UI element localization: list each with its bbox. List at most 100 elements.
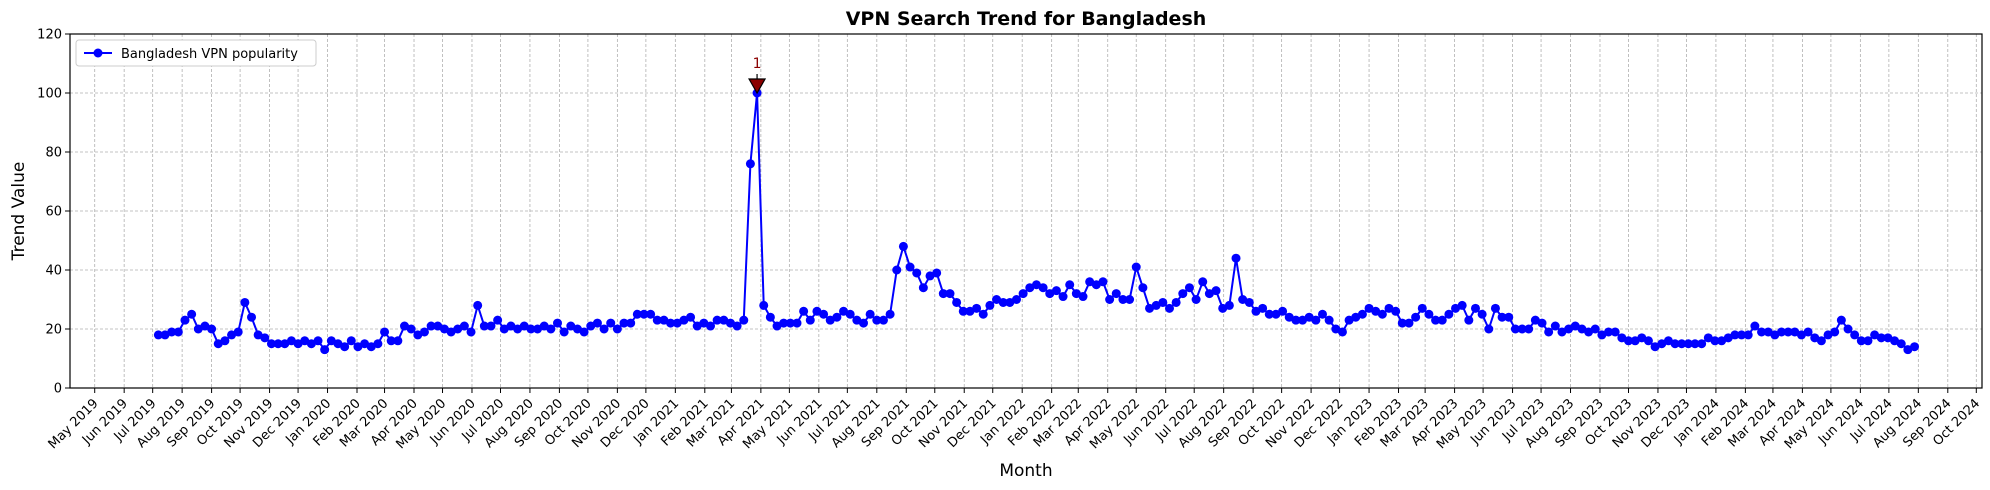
data-point [406,324,416,334]
data-point [1437,315,1447,325]
data-point [1757,327,1767,337]
data-point [1011,295,1021,304]
data-point [1610,327,1620,337]
data-point [779,318,789,328]
data-point [1896,339,1906,349]
y-axis: 0 20 40 60 80 100 120 [37,28,70,397]
data-point [639,309,649,319]
data-point [526,324,536,334]
data-point [1444,309,1454,319]
data-point [273,339,283,349]
data-point [832,312,842,322]
data-point [1690,339,1700,349]
data-point [759,300,769,310]
data-point [1164,303,1174,313]
data-point [1337,327,1347,337]
data-point [646,309,656,319]
data-point [1058,292,1068,302]
data-point [872,315,882,325]
data-point [1431,315,1441,325]
data-point [1417,303,1427,313]
data-point [1537,318,1547,328]
data-point [559,327,569,337]
data-point [187,309,197,319]
data-point [1544,327,1554,337]
data-point [1118,295,1128,304]
data-point [1843,324,1853,334]
data-point [885,309,895,319]
data-point [892,265,902,275]
data-point [1477,309,1487,319]
data-point [1497,312,1507,322]
y-tick-label: 60 [45,205,62,220]
annotations: 1 [748,56,767,95]
data-point [380,327,390,337]
annotation-triangle-down-marker [748,78,767,95]
y-tick-label: 80 [45,146,62,161]
data-point [865,309,875,319]
data-point [173,327,183,337]
data-point [260,333,270,343]
data-point [1404,318,1414,328]
data-point [1171,297,1181,307]
data-point [932,268,942,278]
data-point [1231,253,1241,263]
data-point [1517,324,1527,334]
data-point [785,318,795,328]
data-point [1457,300,1467,310]
data-point [473,300,483,310]
data-point [1264,309,1274,319]
data-point [167,327,177,337]
data-point [819,309,829,319]
data-point [220,336,230,346]
data-point [320,345,330,355]
data-point [1856,336,1866,346]
data-point [1830,327,1840,337]
data-point [1604,327,1614,337]
data-point [1850,330,1860,340]
data-point [247,312,257,322]
data-point [1683,339,1693,349]
data-point [579,327,589,337]
data-point [493,315,503,325]
data-point [1504,312,1514,322]
data-point [459,321,469,331]
data-point [426,321,436,331]
data-point [918,283,928,293]
data-point [1411,312,1421,322]
y-axis-label: Trend Value [9,162,29,262]
data-point [546,324,556,334]
data-point [606,318,616,328]
data-point [1623,336,1633,346]
data-point [1677,339,1687,349]
data-point [945,289,955,299]
chart-title: VPN Search Trend for Bangladesh [846,8,1207,30]
data-point [1038,283,1048,293]
data-point [612,324,622,334]
data-point [1078,292,1088,302]
data-point [340,342,350,352]
data-point [1836,315,1846,325]
data-point [313,336,323,346]
data-point [765,312,775,322]
data-point [1377,309,1387,319]
data-point [938,289,948,299]
data-point [666,318,676,328]
data-point [1670,339,1680,349]
y-tick-label: 20 [45,323,62,338]
data-point [1111,289,1121,299]
data-point [486,321,496,331]
data-point [180,315,190,325]
data-point [1470,303,1480,313]
data-point [952,297,962,307]
data-point [419,327,429,337]
data-point [1783,327,1793,337]
data-point [1105,295,1115,304]
data-point [745,159,755,169]
data-point [1643,336,1653,346]
data-point [706,321,716,331]
data-point [905,262,915,272]
data-point [386,336,396,346]
data-point [153,330,163,340]
data-point [207,324,217,334]
